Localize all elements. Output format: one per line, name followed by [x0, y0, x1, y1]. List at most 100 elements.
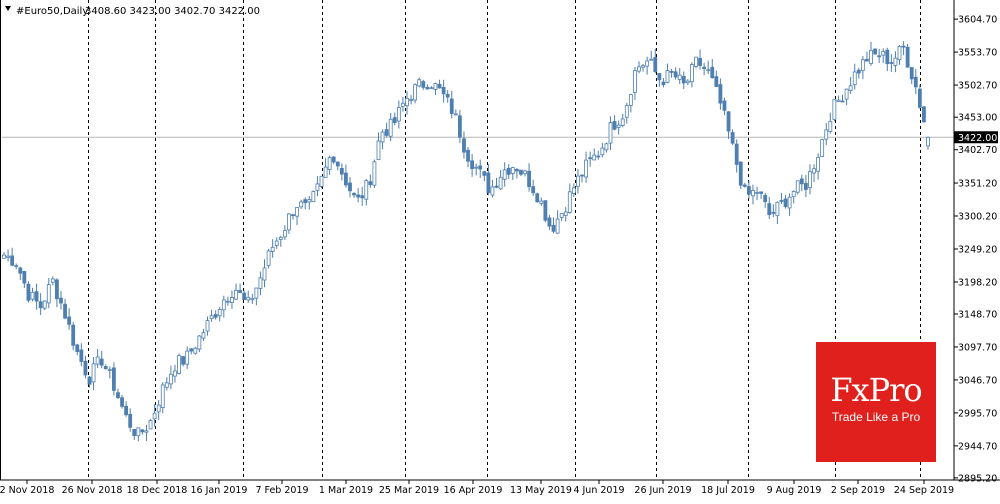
candle [869, 41, 873, 66]
candle-body [453, 113, 458, 116]
candle [299, 199, 304, 209]
candle [653, 48, 658, 74]
current-price-tag: 3422.00 [954, 131, 998, 144]
candle [160, 382, 165, 414]
candle-body [221, 299, 226, 311]
candle [376, 132, 381, 161]
candle [519, 169, 523, 177]
x-tick-label: 18 Dec 2018 [127, 485, 188, 496]
candle-body [474, 166, 479, 169]
candle [10, 247, 15, 267]
candle [559, 212, 564, 222]
candle-body [270, 246, 275, 252]
x-tick-label: 1 Mar 2019 [319, 485, 373, 496]
candle [46, 278, 51, 309]
candle [173, 364, 177, 383]
candle-body [673, 71, 678, 78]
x-tick-label: 18 Jul 2019 [701, 485, 755, 496]
candle [42, 300, 47, 311]
candle-body [217, 309, 222, 317]
candle [193, 346, 198, 355]
candle [266, 248, 271, 269]
candle [922, 105, 926, 123]
candle [384, 122, 389, 138]
candle-body [103, 366, 108, 370]
candle [722, 97, 727, 116]
candle [197, 335, 202, 353]
candle [543, 200, 548, 223]
candle-body [295, 207, 299, 217]
brand-tagline: Trade Like a Pro [831, 410, 921, 424]
candle-body [738, 161, 743, 186]
candle [596, 150, 601, 160]
candle [531, 179, 536, 196]
candle [132, 429, 137, 440]
candle-body [665, 70, 670, 83]
candle [303, 197, 308, 210]
candle-body [67, 316, 72, 325]
candle [767, 196, 772, 220]
candle [242, 290, 247, 300]
candle-body [380, 131, 385, 143]
candle-body [311, 191, 316, 203]
candle-body [844, 88, 849, 100]
y-tick-label: 3553.70 [958, 48, 997, 59]
candle-body [225, 300, 230, 303]
candle-body [181, 356, 186, 365]
candle [506, 164, 511, 180]
candle [502, 162, 507, 187]
candle-body [620, 118, 625, 126]
candle-body [258, 277, 263, 289]
candle [140, 429, 145, 435]
candle [844, 88, 849, 106]
candle-body [344, 172, 348, 186]
candle [510, 166, 515, 181]
candle [331, 155, 336, 165]
candle-body [405, 97, 409, 107]
candle-body [323, 166, 328, 178]
candle [95, 349, 100, 369]
candle-body [730, 132, 735, 144]
candle [67, 308, 72, 330]
candle [600, 142, 605, 158]
candle [409, 95, 413, 105]
candle-body [303, 199, 308, 204]
candle [144, 424, 149, 441]
candle [209, 309, 214, 322]
candle [250, 293, 255, 304]
candle-body [197, 335, 202, 350]
x-tick-label: 2 Sep 2019 [831, 485, 885, 496]
candle [628, 93, 633, 113]
candle [832, 99, 837, 122]
candle-body [869, 49, 873, 64]
candle [339, 163, 344, 181]
candle-body [771, 211, 776, 214]
candle-body [559, 213, 564, 218]
candle-body [360, 195, 365, 199]
candle [856, 67, 861, 79]
candle [685, 78, 690, 85]
candle [189, 348, 194, 355]
candle [75, 343, 80, 356]
candle-body [38, 301, 43, 309]
candle-body [79, 349, 84, 362]
candle [124, 401, 129, 417]
candle-body [832, 99, 837, 120]
candle-body [136, 427, 141, 437]
candle [148, 419, 153, 430]
candle-body [808, 171, 812, 188]
x-tick-label: 2 Nov 2018 [0, 485, 54, 496]
candle [221, 295, 226, 318]
candle-body [669, 71, 674, 73]
y-tick-label: 3402.70 [958, 145, 997, 156]
candle-body [213, 314, 218, 318]
candle-body [441, 87, 446, 95]
candle [881, 48, 886, 64]
candle [514, 168, 519, 179]
dropdown-arrow-icon[interactable] [5, 6, 11, 11]
candle [282, 225, 287, 241]
candle-body [266, 250, 271, 267]
candle-body [63, 303, 67, 319]
candle-body [848, 85, 853, 92]
candle-body [112, 367, 116, 391]
